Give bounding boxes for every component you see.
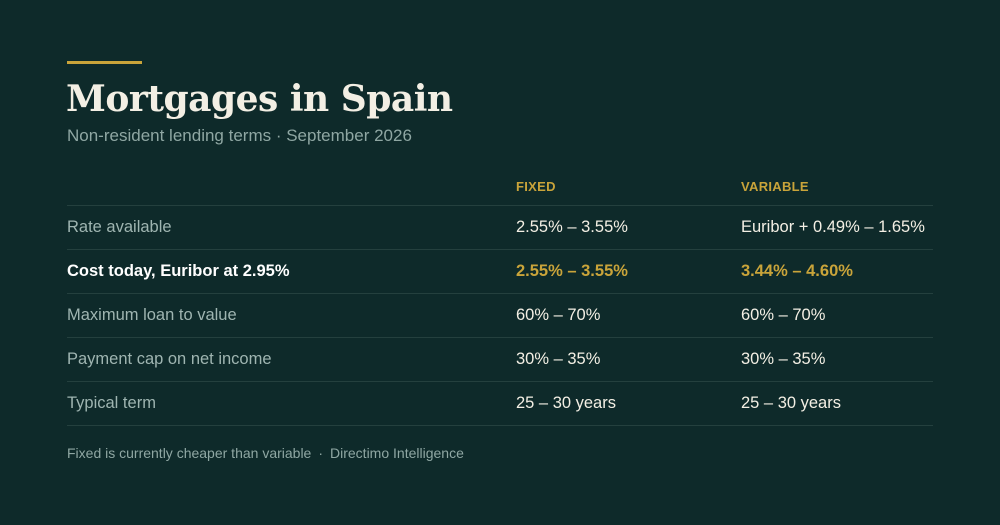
footer-comparison: Fixed is currently cheaper than variable <box>67 445 312 461</box>
footer-separator: · <box>318 445 324 461</box>
row-label: Maximum loan to value <box>67 293 516 338</box>
column-header-fixed: FIXED <box>516 168 741 206</box>
fixed-value: 60% – 70% <box>516 293 741 338</box>
accent-rule <box>67 61 142 64</box>
variable-value: 3.44% – 4.60% <box>741 249 933 294</box>
row-label: Cost today, Euribor at 2.95% <box>67 249 516 294</box>
fixed-value: 2.55% – 3.55% <box>516 205 741 250</box>
table-row: Typical term 25 – 30 years 25 – 30 years <box>67 381 933 426</box>
fixed-value: 30% – 35% <box>516 337 741 382</box>
column-header-label <box>67 168 516 206</box>
fixed-value: 2.55% – 3.55% <box>516 249 741 294</box>
variable-value: 60% – 70% <box>741 293 933 338</box>
fixed-value: 25 – 30 years <box>516 381 741 426</box>
table-header-row: FIXED VARIABLE <box>67 168 933 206</box>
row-label: Payment cap on net income <box>67 337 516 382</box>
variable-value: Euribor + 0.49% – 1.65% <box>741 205 933 250</box>
column-header-variable: VARIABLE <box>741 168 933 206</box>
row-label: Typical term <box>67 381 516 426</box>
table-row: Payment cap on net income 30% – 35% 30% … <box>67 337 933 382</box>
page-subtitle: Non-resident lending terms · September 2… <box>67 126 412 145</box>
footer-source: Directimo Intelligence <box>330 445 464 461</box>
page-title: Mortgages in Spain <box>66 78 453 120</box>
table-row: Rate available 2.55% – 3.55% Euribor + 0… <box>67 205 933 250</box>
variable-value: 25 – 30 years <box>741 381 933 426</box>
table-row-highlight: Cost today, Euribor at 2.95% 2.55% – 3.5… <box>67 249 933 294</box>
footer-note: Fixed is currently cheaper than variable… <box>67 444 464 462</box>
terms-table: FIXED VARIABLE Rate available 2.55% – 3.… <box>67 168 933 426</box>
row-label: Rate available <box>67 205 516 250</box>
table-row: Maximum loan to value 60% – 70% 60% – 70… <box>67 293 933 338</box>
variable-value: 30% – 35% <box>741 337 933 382</box>
